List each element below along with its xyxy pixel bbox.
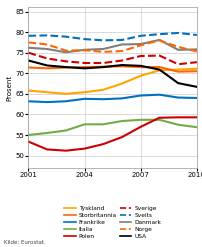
Text: Kilde: Eurostat.: Kilde: Eurostat. [4,240,46,245]
Legend: Tyskland, Storbritannia, Frankrike, Italia, Polen, Sverige, Sveits, Danmark, Nor: Tyskland, Storbritannia, Frankrike, Ital… [64,206,160,239]
Y-axis label: Prosent: Prosent [6,75,12,101]
